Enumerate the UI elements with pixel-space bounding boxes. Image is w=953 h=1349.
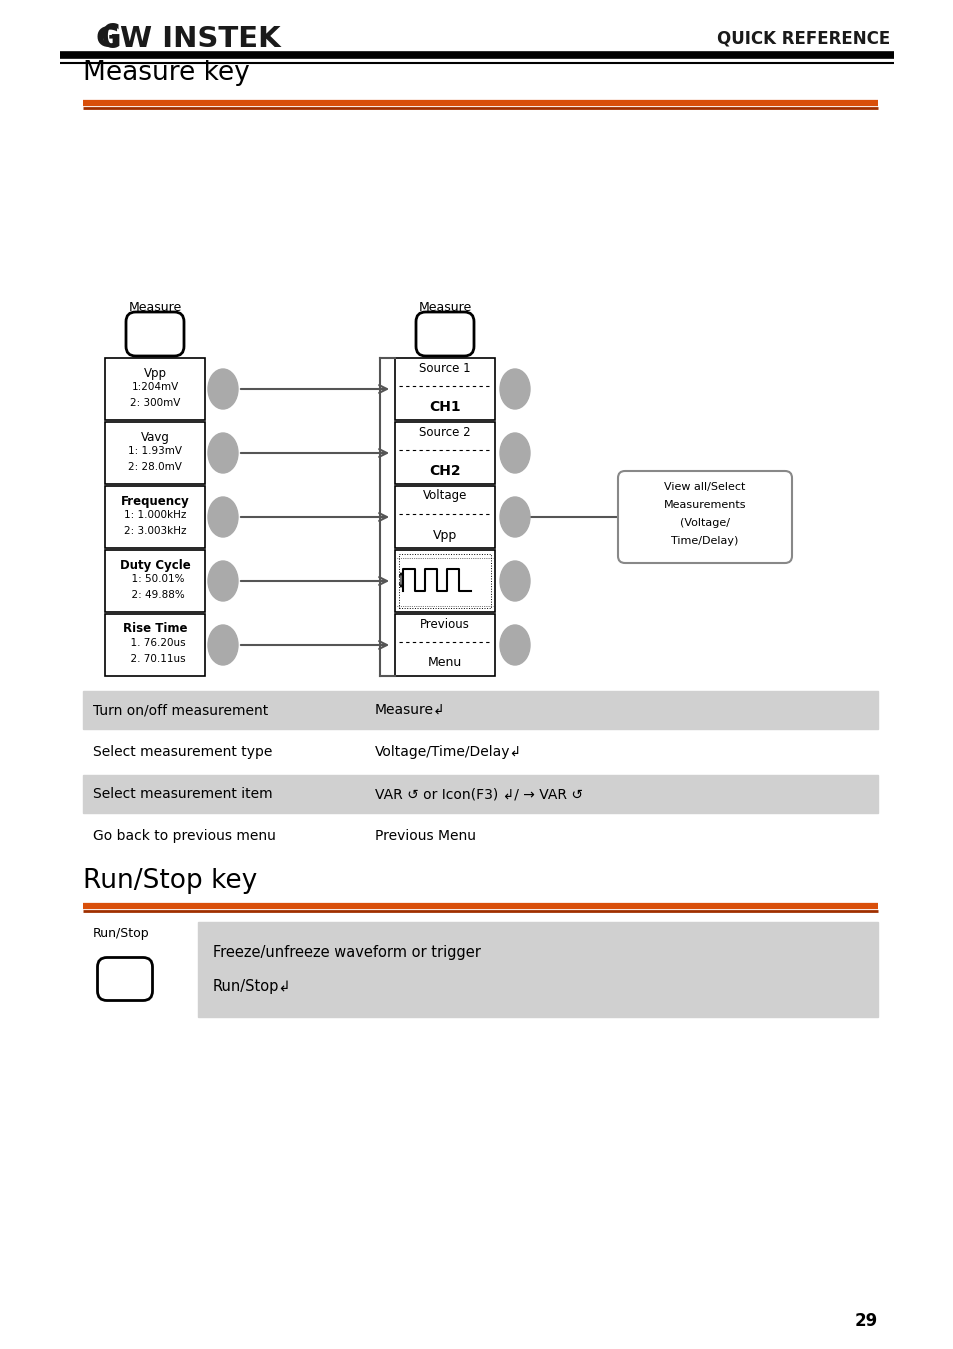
Ellipse shape [499, 370, 530, 409]
Text: Rise Time: Rise Time [123, 622, 187, 635]
Text: Go back to previous menu: Go back to previous menu [92, 830, 275, 843]
Text: CH1: CH1 [429, 401, 460, 414]
Bar [395, 422, 495, 484]
Bar [83, 774, 877, 813]
Text: 2: 49.88%: 2: 49.88% [125, 590, 185, 600]
Bar [105, 550, 205, 612]
FancyBboxPatch shape [126, 312, 184, 356]
Text: CH2: CH2 [429, 464, 460, 478]
Text: Time/Delay): Time/Delay) [671, 536, 738, 546]
Bar [395, 486, 495, 548]
Ellipse shape [208, 433, 237, 473]
Text: GW INSTEK: GW INSTEK [96, 26, 280, 53]
Text: Vpp: Vpp [433, 529, 456, 541]
Text: Voltage: Voltage [422, 490, 467, 502]
Text: Previous: Previous [419, 618, 470, 630]
Text: Source 2: Source 2 [418, 425, 471, 438]
Bar [105, 357, 205, 420]
Text: Duty Cycle: Duty Cycle [119, 558, 191, 572]
Text: Voltage/Time/Delay↲: Voltage/Time/Delay↲ [375, 745, 521, 759]
Text: Frequency: Frequency [120, 495, 190, 507]
Text: 2. 70.11us: 2. 70.11us [124, 654, 186, 664]
Text: QUICK REFERENCE: QUICK REFERENCE [716, 30, 889, 49]
Bar [395, 357, 495, 420]
Bar [398, 554, 491, 608]
Text: Menu: Menu [428, 657, 461, 669]
Text: Measure: Measure [418, 301, 471, 314]
Text: Run/Stop: Run/Stop [92, 928, 150, 940]
FancyBboxPatch shape [416, 312, 474, 356]
FancyBboxPatch shape [97, 958, 152, 1001]
Text: Vavg: Vavg [140, 430, 170, 444]
Text: 1: 50.01%: 1: 50.01% [125, 575, 185, 584]
Text: Select measurement type: Select measurement type [92, 745, 273, 759]
Text: Freeze/unfreeze waveform or trigger: Freeze/unfreeze waveform or trigger [213, 944, 480, 959]
Ellipse shape [499, 496, 530, 537]
Text: (Voltage/: (Voltage/ [679, 518, 729, 527]
Ellipse shape [499, 561, 530, 602]
Ellipse shape [499, 433, 530, 473]
Text: Select measurement item: Select measurement item [92, 786, 273, 801]
Text: VAR ↺ or Icon(F3) ↲/ → VAR ↺: VAR ↺ or Icon(F3) ↲/ → VAR ↺ [375, 786, 582, 801]
Text: 2: 28.0mV: 2: 28.0mV [128, 461, 182, 472]
Bar [83, 691, 877, 728]
Text: 2: 3.003kHz: 2: 3.003kHz [124, 526, 186, 536]
Ellipse shape [208, 625, 237, 665]
Text: 1. 76.20us: 1. 76.20us [124, 638, 186, 648]
Bar [395, 614, 495, 676]
Ellipse shape [499, 625, 530, 665]
Ellipse shape [208, 496, 237, 537]
Bar [105, 422, 205, 484]
Text: Source 1: Source 1 [418, 362, 471, 375]
Bar [105, 614, 205, 676]
Text: G: G [100, 23, 120, 55]
Ellipse shape [208, 561, 237, 602]
Text: 1:204mV: 1:204mV [132, 382, 178, 393]
Text: Run/Stop key: Run/Stop key [83, 867, 257, 894]
Text: 29: 29 [854, 1313, 877, 1330]
Bar [105, 486, 205, 548]
Text: Previous Menu: Previous Menu [375, 830, 476, 843]
Text: 1: 1.93mV: 1: 1.93mV [128, 447, 182, 456]
Text: Measure↲: Measure↲ [375, 703, 445, 718]
Text: 1: 1.000kHz: 1: 1.000kHz [124, 510, 186, 519]
Bar [198, 921, 877, 1017]
Text: 2: 300mV: 2: 300mV [130, 398, 180, 407]
Text: View all/Select: View all/Select [663, 482, 745, 492]
Text: Measure key: Measure key [83, 59, 250, 86]
Text: Measurements: Measurements [663, 500, 745, 510]
Bar [395, 550, 495, 612]
Text: Turn on/off measurement: Turn on/off measurement [92, 703, 268, 718]
Text: Measure: Measure [129, 301, 181, 314]
Text: Run/Stop↲: Run/Stop↲ [213, 979, 292, 994]
Text: Vpp: Vpp [143, 367, 167, 379]
FancyBboxPatch shape [618, 471, 791, 563]
Ellipse shape [208, 370, 237, 409]
